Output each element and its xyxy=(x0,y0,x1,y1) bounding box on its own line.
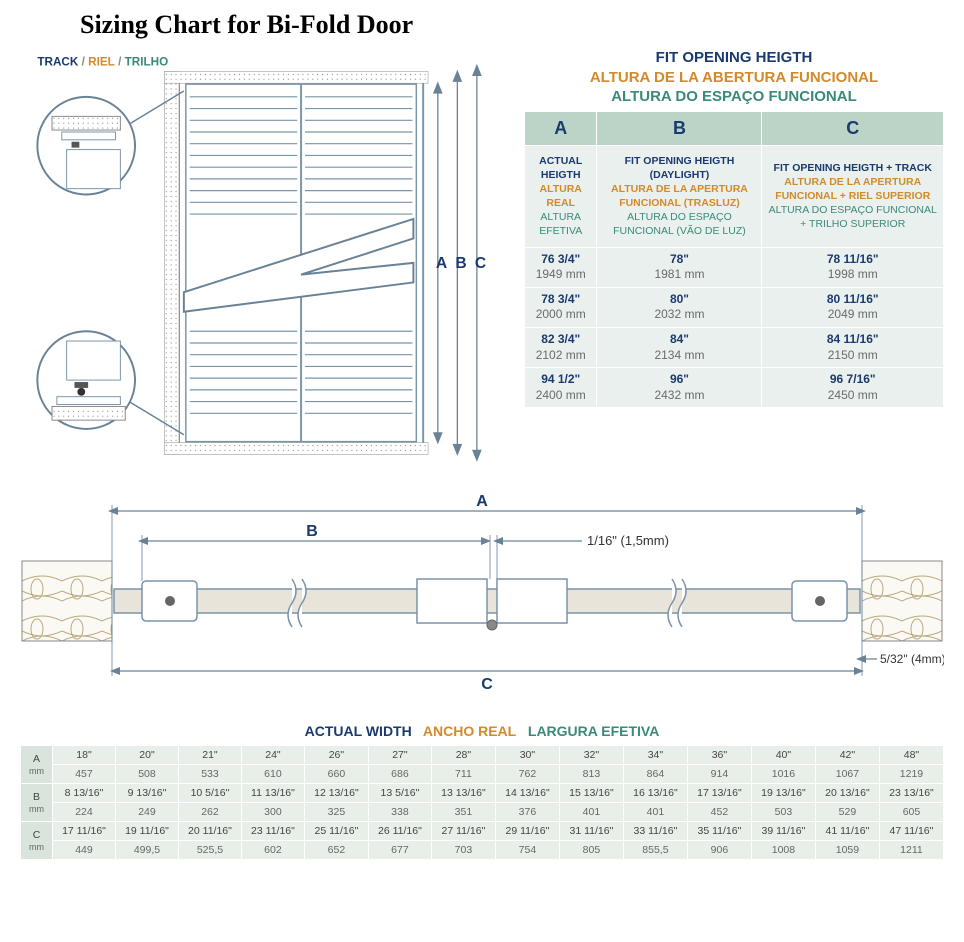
height-row-2: 82 3/4"2102 mm 84"2134 mm 84 11/16"2150 … xyxy=(525,327,944,367)
svg-text:5/32" (4mm): 5/32" (4mm) xyxy=(880,652,944,666)
svg-text:C: C xyxy=(475,255,486,272)
width-row-B-imp: Bmm8 13/16"9 13/16"10 5/16"11 13/16"12 1… xyxy=(21,784,944,803)
height-row-0: 76 3/4"1949 mm 78"1981 mm 78 11/16"1998 … xyxy=(525,247,944,287)
width-rowlabel-B: Bmm xyxy=(21,784,53,822)
subhead-b: FIT OPENING HEIGTH (DAYLIGHT) ALTURA DE … xyxy=(597,145,762,247)
door-diagram: TRACK / RIEL / TRILHO xyxy=(20,48,504,473)
subhead-c: FIT OPENING HEIGTH + TRACK ALTURA DE LA … xyxy=(762,145,944,247)
width-rowlabel-A: Amm xyxy=(21,746,53,784)
height-row-3: 94 1/2"2400 mm 96"2432 mm 96 7/16"2450 m… xyxy=(525,368,944,408)
svg-text:C: C xyxy=(481,676,493,693)
svg-text:B: B xyxy=(306,523,318,540)
col-c: C xyxy=(762,111,944,145)
svg-text:A: A xyxy=(436,255,447,272)
height-row-1: 78 3/4"2000 mm 80"2032 mm 80 11/16"2049 … xyxy=(525,287,944,327)
width-row-C-mm: 449499,5525,5602652677703754805855,59061… xyxy=(21,841,944,860)
page-title: Sizing Chart for Bi-Fold Door xyxy=(80,10,944,40)
svg-text:TRACK / RIEL /: TRACK / RIEL / TRILHO xyxy=(37,56,168,69)
col-b: B xyxy=(597,111,762,145)
svg-text:1/16" (1,5mm): 1/16" (1,5mm) xyxy=(587,533,669,548)
width-row-C-imp: Cmm17 11/16"19 11/16"20 11/16"23 11/16"2… xyxy=(21,822,944,841)
width-title: ACTUAL WIDTH ANCHO REAL LARGURA EFETIVA xyxy=(20,723,944,739)
track-diagram: A B 1/16" (1,5mm) C xyxy=(20,491,944,711)
height-table: A B C ACTUAL HEIGTH ALTURA REAL ALTURA E… xyxy=(524,111,944,409)
width-row-A-imp: Amm18"20"21"24"26"27"28"30"32"34"36"40"4… xyxy=(21,746,944,765)
width-table: Amm18"20"21"24"26"27"28"30"32"34"36"40"4… xyxy=(20,745,944,860)
subhead-a: ACTUAL HEIGTH ALTURA REAL ALTURA EFETIVA xyxy=(525,145,597,247)
height-table-section: FIT OPENING HEIGTH ALTURA DE LA ABERTURA… xyxy=(524,48,944,408)
col-a: A xyxy=(525,111,597,145)
width-row-A-mm: 4575085336106606867117628138649141016106… xyxy=(21,765,944,784)
svg-text:B: B xyxy=(455,255,466,272)
fit-height-heading: FIT OPENING HEIGTH ALTURA DE LA ABERTURA… xyxy=(524,48,944,107)
svg-text:A: A xyxy=(476,493,488,510)
width-rowlabel-C: Cmm xyxy=(21,822,53,860)
width-row-B-mm: 2242492623003253383513764014014525035296… xyxy=(21,803,944,822)
